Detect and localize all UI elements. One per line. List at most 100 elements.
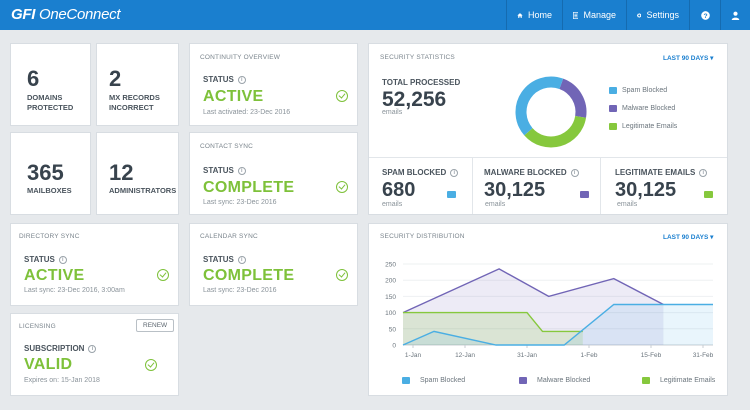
x-tick-label: 1-Feb — [581, 352, 598, 359]
security-distribution-title: SECURITY DISTRIBUTION — [380, 233, 465, 240]
check-circle-icon — [336, 269, 348, 281]
contact-sync-last: Last sync: 23-Dec 2016 — [203, 199, 277, 206]
licensing-card: LICENSING RENEW SUBSCRIPTION i VALID Expi… — [10, 313, 179, 396]
continuity-title: CONTINUITY OVERVIEW — [200, 54, 281, 61]
security-dist-range-dropdown[interactable]: LAST 90 DAYS ▾ — [663, 234, 714, 241]
app-logo[interactable]: GFI OneConnect — [11, 6, 121, 23]
mx-label: MX RECORDS INCORRECT — [109, 93, 160, 112]
subscription-expires: Expires on: 15-Jan 2018 — [24, 377, 100, 384]
y-tick-label: 50 — [389, 326, 397, 333]
calendar-sync-title: CALENDAR SYNC — [200, 233, 258, 240]
malware-blocked-value: 30,125 — [484, 179, 546, 201]
series-area-malware-blocked — [403, 268, 664, 345]
user-icon — [731, 11, 740, 20]
check-circle-icon — [336, 90, 348, 102]
subscription-status: VALID — [24, 356, 73, 373]
continuity-status-label: STATUS i — [203, 75, 246, 84]
total-processed-label: TOTAL PROCESSED — [382, 78, 461, 87]
legend-legitimate: Legitimate Emails — [609, 123, 677, 130]
nav-help[interactable]: ? — [689, 0, 720, 30]
check-circle-icon — [145, 359, 157, 371]
admins-label: ADMINISTRATORS — [109, 186, 177, 195]
spam-blocked-label: SPAM BLOCKED i — [382, 168, 459, 177]
malware-blocked-unit: emails — [485, 201, 506, 208]
info-icon[interactable]: i — [570, 168, 579, 177]
mailboxes-label: MAILBOXES — [27, 186, 72, 195]
renew-button[interactable]: RENEW — [136, 319, 175, 332]
mailboxes-count: 365 — [27, 160, 64, 185]
directory-sync-last: Last sync: 23-Dec 2016, 3:00am — [24, 287, 125, 294]
series-line-spam-blocked — [402, 303, 713, 346]
malware-swatch — [609, 105, 617, 112]
legitimate-emails-label: LEGITIMATE EMAILS i — [615, 168, 708, 177]
info-icon[interactable]: i — [237, 166, 246, 175]
nav-settings[interactable]: Settings — [626, 0, 689, 30]
continuity-status: ACTIVE — [203, 88, 264, 105]
donut-segment-spam[interactable] — [515, 76, 564, 136]
subscription-label: SUBSCRIPTION i — [24, 344, 97, 353]
check-circle-icon — [336, 181, 348, 193]
top-navigation-bar: GFI OneConnect Home Manage Settings ? — [0, 0, 750, 30]
directory-sync-title: DIRECTORY SYNC — [19, 233, 80, 240]
series-area-legitimate-emails — [403, 312, 583, 345]
y-tick-label: 100 — [385, 310, 396, 317]
legitimate-swatch — [704, 191, 713, 198]
info-icon[interactable]: i — [237, 255, 246, 264]
contact-sync-card: CONTACT SYNC STATUS i COMPLETE Last sync:… — [189, 132, 358, 215]
security-donut-chart — [515, 76, 587, 148]
spam-swatch — [447, 191, 456, 198]
divider — [369, 157, 727, 158]
security-statistics-card: SECURITY STATISTICS LAST 90 DAYS ▾ TOTAL… — [368, 43, 728, 215]
total-processed-value: 52,256 — [382, 88, 447, 111]
y-tick-label: 250 — [385, 262, 396, 269]
spam-swatch — [609, 87, 617, 94]
domains-count: 6 — [27, 66, 40, 91]
total-processed-unit: emails — [382, 109, 403, 116]
legitimate-swatch — [609, 123, 617, 130]
divider — [472, 157, 473, 214]
nav-home[interactable]: Home — [506, 0, 562, 30]
y-tick-label: 200 — [385, 278, 396, 285]
domains-protected-tile[interactable]: 6 DOMAINS PROTECTED — [10, 43, 91, 126]
contact-sync-status-label: STATUS i — [203, 166, 246, 175]
calendar-sync-status-label: STATUS i — [203, 255, 246, 264]
check-circle-icon — [157, 269, 169, 281]
y-tick-label: 0 — [392, 343, 396, 350]
mx-records-tile[interactable]: 2 MX RECORDS INCORRECT — [96, 43, 179, 126]
info-icon[interactable]: i — [699, 168, 708, 177]
legend-legitimate: Legitimate Emails — [642, 377, 715, 384]
legend-malware: Malware Blocked — [519, 377, 590, 384]
donut-segment-malware[interactable] — [559, 78, 587, 118]
x-tick-label: 1-Jan — [405, 352, 422, 359]
info-icon[interactable]: i — [58, 255, 67, 264]
calendar-sync-status: COMPLETE — [203, 267, 295, 284]
legitimate-swatch — [642, 377, 650, 384]
info-icon[interactable]: i — [450, 168, 459, 177]
nav-manage[interactable]: Manage — [562, 0, 626, 30]
help-icon: ? — [700, 10, 710, 20]
x-tick-label: 12-Jan — [455, 352, 475, 359]
security-stats-range-dropdown[interactable]: LAST 90 DAYS ▾ — [663, 55, 714, 62]
malware-blocked-label: MALWARE BLOCKED i — [484, 168, 579, 177]
licensing-title: LICENSING — [19, 323, 56, 330]
admins-count: 12 — [109, 160, 134, 185]
caret-down-icon: ▾ — [710, 55, 714, 62]
legitimate-emails-unit: emails — [617, 201, 638, 208]
security-distribution-chart: 0 50 100 150 200 250 1-Jan 12-Jan 31-Jan 1-Feb 15-… — [385, 262, 714, 360]
mailboxes-tile[interactable]: 365 MAILBOXES — [10, 132, 91, 215]
contact-sync-title: CONTACT SYNC — [200, 143, 254, 150]
info-icon[interactable]: i — [88, 344, 97, 353]
continuity-overview-card: CONTINUITY OVERVIEW STATUS i ACTIVE Last … — [189, 43, 358, 126]
series-line-legitimate-emails — [403, 311, 583, 333]
caret-down-icon: ▾ — [710, 234, 714, 241]
document-icon — [573, 11, 579, 19]
nav-user[interactable] — [720, 0, 750, 30]
donut-segment-legitimate[interactable] — [524, 115, 587, 148]
directory-sync-card: DIRECTORY SYNC STATUS i ACTIVE Last sync:… — [10, 223, 179, 306]
security-distribution-card: SECURITY DISTRIBUTION LAST 90 DAYS ▾ 0 50… — [368, 223, 728, 396]
info-icon[interactable]: i — [237, 75, 246, 84]
series-line-malware-blocked — [402, 268, 664, 314]
administrators-tile[interactable]: 12 ADMINISTRATORS — [96, 132, 179, 215]
mx-count: 2 — [109, 66, 122, 91]
spam-swatch — [402, 377, 410, 384]
